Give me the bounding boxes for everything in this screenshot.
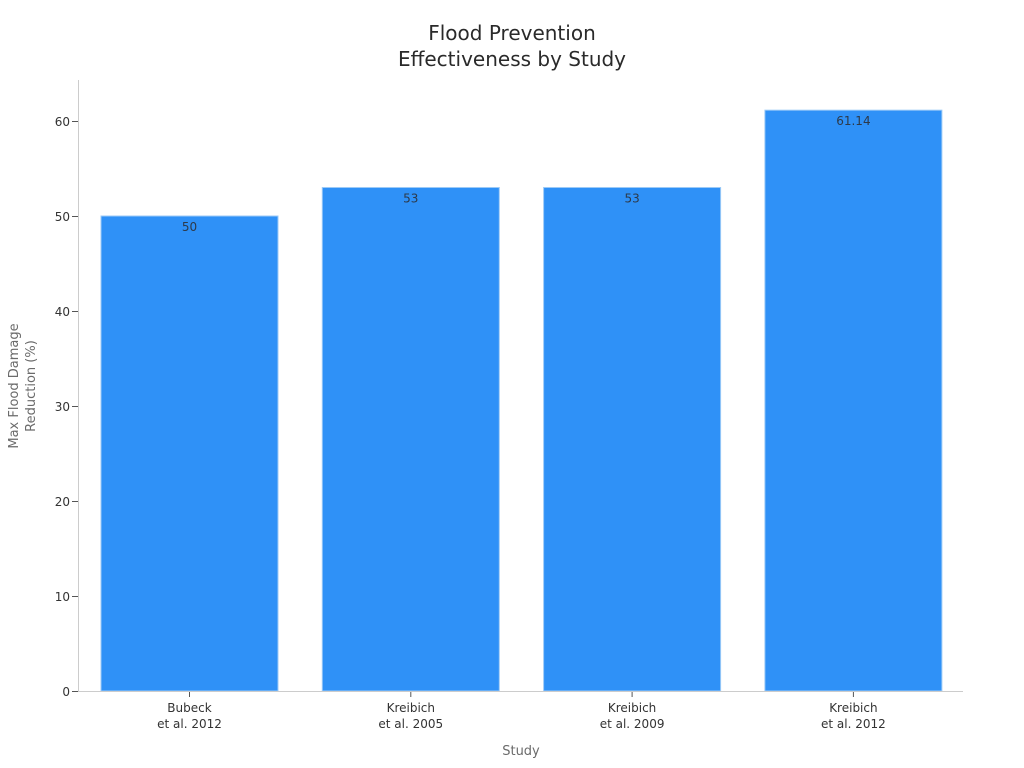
y-tick-label: 0 bbox=[62, 685, 70, 699]
x-tick-label: et al. 2009 bbox=[600, 717, 665, 731]
x-tick-label: Bubeck bbox=[167, 701, 211, 715]
x-tick-label: Kreibich bbox=[387, 701, 435, 715]
chart-title-line-1: Flood Prevention bbox=[428, 21, 596, 45]
x-tick-label: Kreibich bbox=[829, 701, 877, 715]
y-axis-label-line-1: Max Flood Damage bbox=[7, 323, 22, 448]
y-axis-label-line-2: Reduction (%) bbox=[24, 340, 39, 432]
y-tick-label: 60 bbox=[55, 115, 70, 129]
y-tick-label: 30 bbox=[55, 400, 70, 414]
y-tick-label: 20 bbox=[55, 495, 70, 509]
bar-value-label: 61.14 bbox=[836, 114, 870, 128]
bar-value-label: 53 bbox=[403, 192, 418, 206]
bars-group: 50 53 53 61.14 bbox=[100, 109, 943, 692]
y-axis-ticks: 0 10 20 30 40 50 60 bbox=[55, 115, 78, 699]
bar-value-label: 50 bbox=[182, 220, 197, 234]
bar-value-label: 53 bbox=[624, 192, 639, 206]
bar bbox=[100, 215, 279, 692]
x-axis-ticks: Bubeck et al. 2012 Kreibich et al. 2005 Krei… bbox=[157, 692, 886, 731]
bar bbox=[543, 187, 722, 692]
x-tick-label: et al. 2012 bbox=[157, 717, 222, 731]
x-tick-label: Kreibich bbox=[608, 701, 656, 715]
x-tick-label: et al. 2012 bbox=[821, 717, 886, 731]
bar bbox=[321, 187, 500, 692]
bar bbox=[764, 109, 943, 692]
chart-title: Flood Prevention Effectiveness by Study bbox=[0, 20, 1024, 72]
y-axis-label: Max Flood Damage Reduction (%) bbox=[7, 323, 39, 448]
y-tick-label: 40 bbox=[55, 305, 70, 319]
y-tick-label: 50 bbox=[55, 210, 70, 224]
y-tick-label: 10 bbox=[55, 590, 70, 604]
axes-group bbox=[78, 80, 963, 692]
x-axis-label: Study bbox=[502, 744, 540, 759]
chart-title-line-2: Effectiveness by Study bbox=[397, 47, 627, 71]
x-tick-label: et al. 2005 bbox=[378, 717, 443, 731]
